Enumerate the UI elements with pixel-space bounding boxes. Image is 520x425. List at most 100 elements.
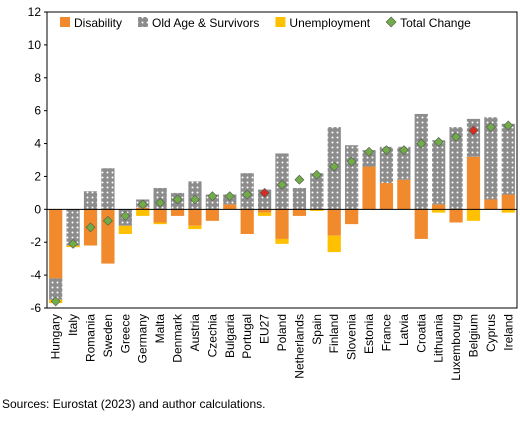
bar-segment: [501, 194, 515, 210]
marker: [137, 199, 148, 210]
bar-segment: [257, 212, 272, 216]
bar-segment: [397, 179, 411, 210]
bar-segment: [275, 238, 289, 244]
bar-segment: [466, 118, 481, 157]
legend-swatch: [60, 17, 70, 27]
bar-segment: [327, 235, 341, 253]
x-tick-label: Cyprus: [484, 314, 498, 352]
x-tick-label: Germany: [136, 314, 150, 363]
x-tick-label: Belgium: [466, 314, 480, 357]
bar-segment: [101, 209, 115, 264]
marker: [85, 222, 96, 233]
marker: [416, 138, 427, 149]
marker: [294, 174, 305, 185]
marker: [451, 132, 461, 142]
bar-segment: [414, 113, 428, 210]
bar-segment: [466, 209, 481, 221]
marker: [346, 156, 357, 167]
x-tick-label: Estonia: [362, 314, 376, 354]
x-tick-label: Czechia: [205, 314, 219, 358]
legend-label: Old Age & Survivors: [152, 16, 259, 30]
x-tick-label: EU27: [258, 314, 272, 344]
bar-segment: [275, 209, 289, 239]
x-tick-label: Italy: [66, 314, 80, 336]
bar-segment: [188, 225, 202, 230]
bar-segment: [449, 127, 463, 210]
bar-segment: [101, 168, 115, 210]
bar-segment: [501, 123, 515, 195]
bar-segment: [49, 278, 63, 300]
bar-segment: [414, 209, 428, 239]
bar-segment: [292, 187, 307, 210]
x-tick-label: Denmark: [171, 313, 185, 363]
legend-marker: [385, 16, 397, 28]
x-tick-label: Portugal: [240, 314, 254, 359]
x-tick-label: Ireland: [501, 314, 515, 351]
marker: [259, 187, 270, 198]
plot-frame: [46, 11, 518, 309]
x-tick-label: Hungary: [49, 314, 63, 359]
bar-segment: [257, 189, 272, 210]
bar-segment: [449, 209, 463, 223]
marker: [172, 194, 183, 205]
marker: [311, 169, 322, 180]
marker: [485, 122, 496, 133]
x-tick-label: Greece: [118, 314, 132, 354]
legend-swatch: [275, 17, 286, 27]
marker: [503, 120, 514, 131]
legend-label: Total Change: [400, 16, 471, 30]
bar-segment: [188, 209, 202, 226]
y-tick-label: 2: [34, 169, 41, 183]
source-note: Sources: Eurostat (2023) and author calc…: [2, 397, 265, 411]
x-tick-label: Lithuania: [432, 314, 446, 363]
bar-segment: [257, 209, 272, 213]
marker: [155, 197, 166, 208]
x-tick-label: Poland: [275, 314, 289, 351]
x-tick-label: Finland: [327, 314, 341, 353]
bar-segment: [118, 225, 132, 234]
bar-segment: [240, 209, 254, 234]
x-tick-label: Bulgaria: [223, 314, 237, 358]
bar-segment: [310, 209, 324, 211]
bar-segment: [379, 146, 394, 184]
marker: [50, 296, 61, 307]
bar-segment: [397, 146, 411, 180]
marker: [190, 194, 200, 205]
x-tick-label: Sweden: [101, 314, 115, 357]
bar-segment: [310, 173, 324, 210]
x-tick-label: Romania: [84, 314, 98, 362]
bar-segment: [362, 166, 376, 210]
bar-segment: [205, 209, 219, 221]
bar-segment: [501, 209, 515, 213]
y-tick-label: -6: [30, 301, 41, 315]
marker: [433, 136, 444, 147]
x-tick-label: France: [379, 314, 393, 352]
bar-segment: [205, 194, 219, 210]
bar-segment: [362, 150, 376, 167]
marker: [277, 179, 287, 190]
marker: [120, 210, 131, 221]
bar-segment: [484, 199, 498, 210]
marker: [381, 145, 392, 156]
y-tick-label: 8: [34, 71, 41, 85]
bar-segment: [484, 117, 498, 200]
x-tick-label: Croatia: [414, 314, 428, 353]
bar-segment: [223, 204, 237, 210]
bar-segment: [66, 209, 80, 246]
marker: [68, 238, 79, 249]
bar-segment: [153, 209, 167, 223]
x-tick-label: Netherlands: [292, 314, 306, 379]
bar-segment: [49, 209, 63, 279]
x-tick-label: Latvia: [397, 314, 411, 346]
y-tick-label: 10: [28, 38, 42, 52]
bar-segment: [153, 222, 167, 225]
y-tick-label: 0: [34, 202, 41, 216]
y-tick-label: -2: [30, 235, 41, 249]
marker: [103, 215, 113, 226]
bar-segment: [136, 209, 150, 216]
marker: [398, 145, 409, 156]
bar-segment: [327, 209, 341, 236]
x-tick-label: Malta: [153, 314, 167, 344]
bar-segment: [170, 209, 185, 216]
